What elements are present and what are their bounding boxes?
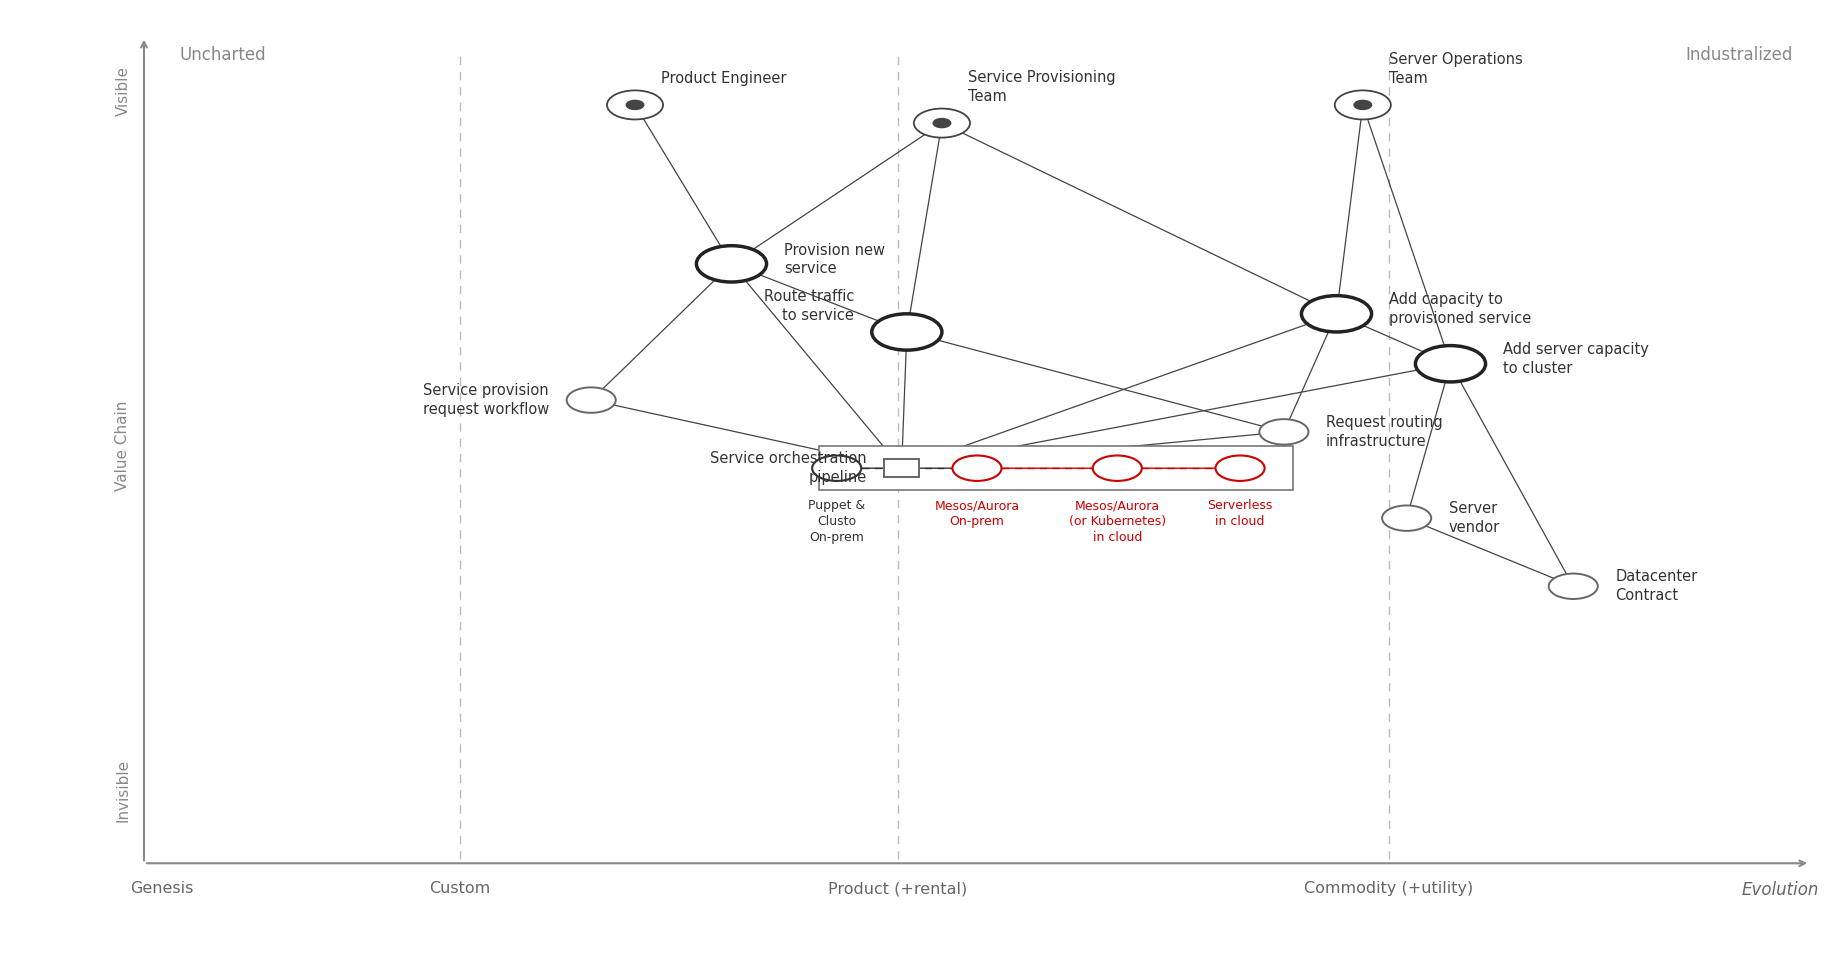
Text: Industralized: Industralized [1685, 46, 1792, 64]
Text: Product (+rental): Product (+rental) [829, 881, 967, 897]
Bar [884, 459, 919, 477]
Circle shape [607, 91, 663, 120]
Text: Mesos/Aurora
(or Kubernetes)
in cloud: Mesos/Aurora (or Kubernetes) in cloud [1069, 499, 1167, 544]
Text: Invisible: Invisible [116, 759, 131, 822]
Bar [820, 446, 1292, 490]
Text: Datacenter
Contract: Datacenter Contract [1615, 570, 1698, 603]
Circle shape [953, 455, 1002, 481]
Circle shape [626, 100, 644, 110]
Text: Commodity (+utility): Commodity (+utility) [1305, 881, 1473, 897]
Circle shape [1383, 506, 1431, 531]
Text: Service provision
request workflow: Service provision request workflow [423, 383, 548, 417]
Circle shape [932, 119, 951, 128]
Text: Product Engineer: Product Engineer [661, 71, 786, 86]
Text: Request routing
infrastructure: Request routing infrastructure [1325, 415, 1444, 448]
Circle shape [696, 246, 766, 282]
Circle shape [1215, 455, 1265, 481]
Text: Add server capacity
to cluster: Add server capacity to cluster [1503, 342, 1648, 376]
Text: Custom: Custom [428, 881, 491, 897]
Text: Genesis: Genesis [129, 881, 194, 897]
Text: Evolution: Evolution [1741, 881, 1818, 900]
Circle shape [1301, 295, 1372, 332]
Text: Visible: Visible [116, 66, 131, 117]
Text: Route traffic
to service: Route traffic to service [764, 290, 855, 323]
Text: Server
vendor: Server vendor [1449, 501, 1501, 535]
Text: Mesos/Aurora
On-prem: Mesos/Aurora On-prem [934, 499, 1019, 528]
Circle shape [567, 387, 617, 413]
Circle shape [1353, 100, 1372, 110]
Circle shape [1259, 419, 1309, 445]
Text: Serverless
in cloud: Serverless in cloud [1207, 499, 1272, 528]
Text: Puppet &
Clusto
On-prem: Puppet & Clusto On-prem [809, 499, 866, 544]
Circle shape [812, 455, 862, 481]
Circle shape [1416, 346, 1486, 382]
Circle shape [1549, 574, 1599, 599]
Text: Server Operations
Team: Server Operations Team [1388, 53, 1523, 86]
Text: Add capacity to
provisioned service: Add capacity to provisioned service [1388, 293, 1532, 326]
Circle shape [871, 314, 941, 350]
Text: Service orchestration
pipeline: Service orchestration pipeline [711, 451, 866, 485]
Text: Provision new
service: Provision new service [785, 243, 884, 276]
Circle shape [1335, 91, 1390, 120]
Text: Service Provisioning
Team: Service Provisioning Team [967, 71, 1115, 104]
Circle shape [914, 109, 969, 138]
Text: Value Chain: Value Chain [116, 401, 131, 490]
Circle shape [1093, 455, 1143, 481]
Text: Uncharted: Uncharted [179, 46, 266, 64]
